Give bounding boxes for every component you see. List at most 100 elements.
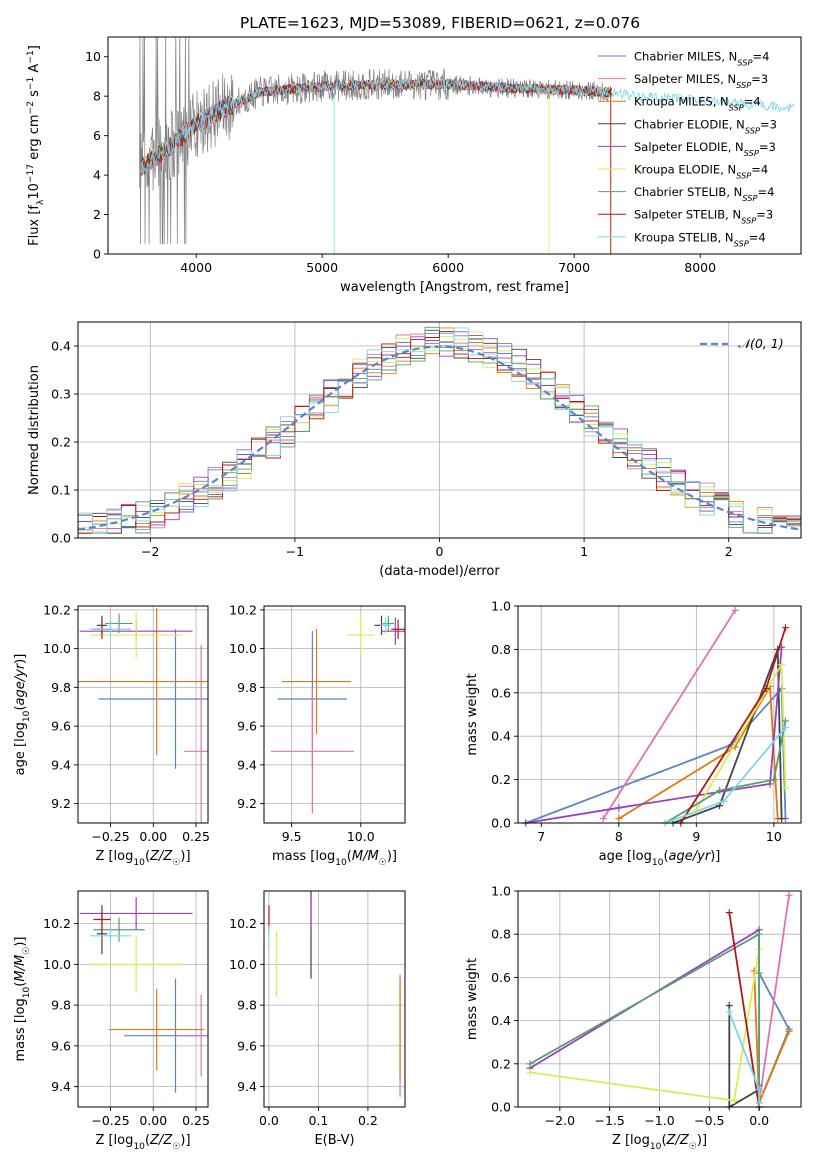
y-tick-label: 9.8 — [237, 998, 257, 1013]
series-marker — [725, 909, 733, 917]
y-tick-label: 2 — [93, 207, 101, 222]
series-marker — [762, 684, 770, 692]
y-tick-label: 9.4 — [237, 1079, 257, 1094]
chart-residuals: −2 −1 0 1 2 0.0 0.1 0.2 0.3 0.4 (data-model)/error… — [27, 321, 802, 579]
y-tick-label: 4 — [93, 168, 101, 183]
y-tick-label: 9.2 — [237, 796, 257, 811]
y-tick-label: 0.2 — [491, 772, 511, 787]
normal-curve — [78, 345, 801, 531]
series-marker — [716, 786, 724, 794]
y-tick-label: 0.0 — [491, 816, 511, 831]
y-tick-label: 8 — [93, 89, 101, 104]
series-marker — [781, 624, 789, 632]
x-tick-label: −0.5 — [694, 1113, 724, 1128]
chart-age-vs-mass: 9.5 10.0 9.2 9.4 9.6 9.8 10.0 10.2 mass [log10(M… — [229, 602, 406, 868]
x-tick-label: −0.25 — [91, 829, 129, 844]
series-marker — [750, 967, 758, 975]
y-axis-label: mass weight — [465, 958, 480, 1040]
series-marker — [781, 724, 789, 732]
legend-entry: Chabrier STELIB, NSSP=4 — [634, 185, 774, 203]
x-tick-label: 7 — [537, 829, 545, 844]
chart-mass-vs-ebv: 0.0 0.1 0.2 9.4 9.6 9.8 10.0 10.2 E(B-V) — [229, 890, 406, 1148]
x-tick-label: 1 — [580, 544, 588, 559]
y-tick-label: 10 — [85, 49, 101, 64]
x-tick-label: 9 — [692, 829, 700, 844]
x-tick-label: 6000 — [432, 260, 464, 275]
y-tick-label: 9.4 — [51, 757, 71, 772]
y-tick-label: 0.0 — [491, 1100, 511, 1115]
y-tick-label: 9.6 — [51, 719, 71, 734]
x-tick-label: 0.00 — [139, 1113, 167, 1128]
y-tick-label: 0.8 — [491, 927, 511, 942]
chart-spectrum: 4000 5000 6000 7000 8000 0 2 4 6 8 10 wavelength [A… — [26, 36, 802, 295]
series-line-8 — [664, 726, 787, 824]
x-axis-label: age [log10(age/yr)] — [599, 849, 721, 868]
x-tick-label: 8000 — [684, 260, 716, 275]
y-tick-label: 10.2 — [229, 602, 257, 617]
series-marker — [755, 930, 763, 938]
x-tick-label: 5000 — [306, 260, 338, 275]
x-axis-label: wavelength [Angstrom, rest frame] — [340, 280, 569, 295]
legend-entry: Kroupa ELODIE, NSSP=4 — [634, 163, 768, 181]
plot-area — [78, 607, 208, 823]
series-marker — [725, 1008, 733, 1016]
y-axis-label: Normed distribution — [27, 365, 42, 495]
series-line-4 — [525, 647, 783, 824]
x-axis-label: mass [log10(M/M☉)] — [272, 849, 397, 868]
y-tick-label: 0.1 — [51, 483, 71, 498]
x-tick-label: −1.5 — [594, 1113, 624, 1128]
y-tick-label: 9.6 — [51, 1038, 71, 1053]
series-marker — [778, 661, 786, 669]
plot-area — [526, 891, 793, 1111]
y-tick-label: 9.4 — [51, 1079, 71, 1094]
series-marker — [785, 891, 793, 899]
series-line-1 — [758, 895, 790, 1103]
axes-frame — [77, 605, 209, 824]
series-marker — [770, 776, 778, 784]
x-axis-label: Z [log10(Z/Z☉)] — [612, 1133, 707, 1152]
series-marker — [781, 784, 789, 792]
x-tick-label: −2 — [141, 544, 159, 559]
plot-area — [268, 891, 401, 1097]
spectrum-legend: Chabrier MILES, NSSP=4 Salpeter MILES, NS… — [598, 50, 777, 248]
y-tick-label: 10.0 — [43, 641, 71, 656]
legend-entry: 𝒩(0, 1) — [738, 336, 784, 351]
legend-entry: Kroupa STELIB, NSSP=4 — [634, 230, 766, 248]
y-tick-label: 0.4 — [491, 729, 511, 744]
series-marker — [755, 1086, 763, 1094]
axes-frame — [107, 36, 802, 255]
residuals-plot-area — [78, 326, 801, 534]
chart-mass-vs-Z: −0.25 0.00 0.25 9.4 9.6 9.8 10.0 10.2 Z [log10(Z… — [13, 890, 210, 1152]
y-tick-label: 0.6 — [491, 685, 511, 700]
figure-title: PLATE=1623, MJD=53089, FIBERID=0621, z=0… — [240, 14, 640, 32]
x-tick-label: −0.25 — [91, 1113, 129, 1128]
y-tick-label: 0.2 — [491, 1056, 511, 1071]
x-tick-label: −1.0 — [644, 1113, 674, 1128]
series-marker — [781, 717, 789, 725]
chart-massweight-vs-Z: −2.0 −1.5 −1.0 −0.5 0.0 0.0 0.2 0.4 0.6 0.8 1.0 Z [… — [465, 884, 802, 1152]
spectrum-plot-area — [139, 37, 795, 254]
y-tick-label: 10.2 — [229, 916, 257, 931]
series-marker — [778, 815, 786, 823]
y-tick-label: 0.6 — [491, 970, 511, 985]
y-tick-label: 1.0 — [491, 884, 511, 899]
series-line-0 — [758, 972, 790, 1104]
series-line-5 — [529, 949, 760, 1102]
x-tick-label: 0.0 — [259, 1113, 279, 1128]
series-marker — [785, 1027, 793, 1035]
series-marker — [526, 1060, 534, 1068]
y-tick-label: 10.2 — [43, 602, 71, 617]
x-tick-label: 0.00 — [139, 829, 167, 844]
legend-entry: Salpeter ELODIE, NSSP=3 — [634, 140, 776, 158]
spectrum-model-8 — [140, 79, 795, 174]
y-tick-label: 0.0 — [51, 531, 71, 546]
series-line-1 — [602, 609, 736, 820]
x-tick-label: 10 — [766, 829, 782, 844]
x-tick-label: 0.1 — [308, 1113, 328, 1128]
y-tick-label: 0 — [93, 247, 101, 262]
x-tick-label: −1 — [286, 544, 304, 559]
series-marker — [755, 1099, 763, 1107]
legend-entry: Chabrier MILES, NSSP=4 — [634, 50, 769, 68]
x-tick-label: 0 — [436, 544, 444, 559]
